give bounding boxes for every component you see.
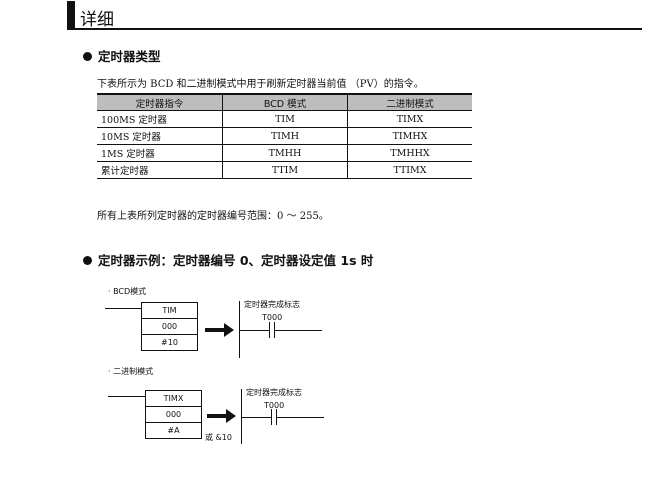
cell: TIM xyxy=(222,110,348,128)
bullet-icon xyxy=(83,52,92,61)
ladder-line xyxy=(239,330,269,331)
ladder-line xyxy=(276,417,324,418)
cell: TIMH xyxy=(222,127,348,145)
cell: 10MS 定时器 xyxy=(97,127,223,145)
cell: TIMHX xyxy=(347,127,472,145)
input-line xyxy=(108,396,145,397)
table-header: 定时器指令 BCD 模式 二进制模式 xyxy=(97,93,472,111)
heading-text: 定时器类型 xyxy=(98,49,161,64)
cell: TMHHX xyxy=(347,144,472,162)
box-cell: 000 xyxy=(142,319,197,335)
binary-mode-label: · 二进制模式 xyxy=(108,367,154,376)
table-row: 累计定时器 TTIM TTIMX xyxy=(97,161,472,179)
box-cell: 000 xyxy=(146,407,201,423)
alt-value: 或 &10 xyxy=(205,433,232,442)
ladder-rail xyxy=(241,389,242,444)
arrow-right-icon xyxy=(205,323,234,337)
flag-label: 定时器完成标志 xyxy=(244,300,300,309)
table-row: 1MS 定时器 TMHH TMHHX xyxy=(97,144,472,162)
cell: TTIM xyxy=(222,161,348,179)
col-header: BCD 模式 xyxy=(222,93,348,111)
box-cell: #A xyxy=(167,426,180,435)
ladder-rail xyxy=(239,301,240,358)
section-heading-example: 定时器示例：定时器编号 0、定时器设定值 1s 时 xyxy=(83,250,373,269)
col-header: 定时器指令 xyxy=(97,93,223,111)
contact-label: T000 xyxy=(262,313,283,322)
box-cell: TIM xyxy=(142,303,197,319)
binary-instruction-box: TIMX 000 #A xyxy=(145,390,202,439)
cell: 100MS 定时器 xyxy=(97,110,223,128)
col-header: 二进制模式 xyxy=(347,93,472,111)
cell: TMHH xyxy=(222,144,348,162)
section-heading-timer-types: 定时器类型 xyxy=(83,46,161,65)
header-bar xyxy=(67,1,75,29)
heading-text: 定时器示例：定时器编号 0、定时器设定值 1s 时 xyxy=(98,253,374,268)
table-row: 10MS 定时器 TIMH TIMHX xyxy=(97,127,472,145)
header-rule xyxy=(67,28,642,30)
contact-label: T000 xyxy=(264,401,285,410)
ladder-line xyxy=(274,330,322,331)
flag-label: 定时器完成标志 xyxy=(246,388,302,397)
contact-icon xyxy=(271,409,272,425)
timer-table: 定时器指令 BCD 模式 二进制模式 100MS 定时器 TIM TIMX 10MS… xyxy=(97,93,472,179)
box-cell: #10 xyxy=(161,338,178,347)
cell: TIMX xyxy=(347,110,472,128)
bcd-mode-label: · BCD模式 xyxy=(108,287,147,296)
page-title: 详细 xyxy=(80,10,114,30)
intro-text: 下表所示为 BCD 和二进制模式中用于刷新定时器当前值 （PV）的指令。 xyxy=(97,79,424,90)
table-row: 100MS 定时器 TIM TIMX xyxy=(97,110,472,128)
input-line xyxy=(105,308,141,309)
cell: 累计定时器 xyxy=(97,161,223,179)
box-cell: TIMX xyxy=(146,391,201,407)
cell: TTIMX xyxy=(347,161,472,179)
range-note: 所有上表所列定时器的定时器编号范围：0 ～ 255。 xyxy=(97,211,329,222)
cell: 1MS 定时器 xyxy=(97,144,223,162)
bullet-icon xyxy=(83,256,92,265)
ladder-line xyxy=(241,417,271,418)
bcd-instruction-box: TIM 000 #10 xyxy=(141,302,198,351)
arrow-right-icon xyxy=(207,409,236,423)
contact-icon xyxy=(269,322,270,338)
